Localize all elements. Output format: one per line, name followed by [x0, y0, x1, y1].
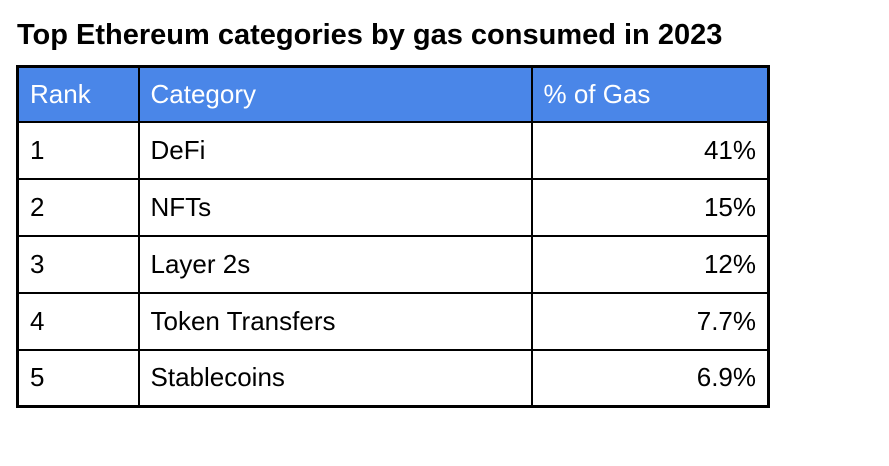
cell-rank: 3	[16, 234, 140, 294]
column-header-rank: Rank	[16, 65, 140, 123]
table-header-row: Rank Category % of Gas	[16, 65, 770, 123]
cell-category: DeFi	[137, 120, 533, 180]
cell-category: Stablecoins	[137, 348, 533, 408]
gas-consumption-table: Rank Category % of Gas 1 DeFi 41% 2 NFTs…	[16, 65, 770, 408]
cell-rank: 4	[16, 291, 140, 351]
cell-gas-pct: 41%	[530, 120, 770, 180]
cell-gas-pct: 7.7%	[530, 291, 770, 351]
table-row: 5 Stablecoins 6.9%	[16, 348, 770, 408]
column-header-gas-pct: % of Gas	[530, 65, 770, 123]
cell-category: Layer 2s	[137, 234, 533, 294]
cell-rank: 1	[16, 120, 140, 180]
cell-category: Token Transfers	[137, 291, 533, 351]
cell-rank: 5	[16, 348, 140, 408]
cell-gas-pct: 12%	[530, 234, 770, 294]
cell-gas-pct: 15%	[530, 177, 770, 237]
table-row: 3 Layer 2s 12%	[16, 234, 770, 294]
column-header-category: Category	[137, 65, 533, 123]
cell-rank: 2	[16, 177, 140, 237]
table-row: 1 DeFi 41%	[16, 120, 770, 180]
table-body: 1 DeFi 41% 2 NFTs 15% 3 Layer 2s 12% 4 T…	[16, 120, 770, 408]
cell-gas-pct: 6.9%	[530, 348, 770, 408]
table-row: 2 NFTs 15%	[16, 177, 770, 237]
table-row: 4 Token Transfers 7.7%	[16, 291, 770, 351]
page-title: Top Ethereum categories by gas consumed …	[17, 19, 723, 51]
cell-category: NFTs	[137, 177, 533, 237]
table-header: Rank Category % of Gas	[16, 65, 770, 123]
